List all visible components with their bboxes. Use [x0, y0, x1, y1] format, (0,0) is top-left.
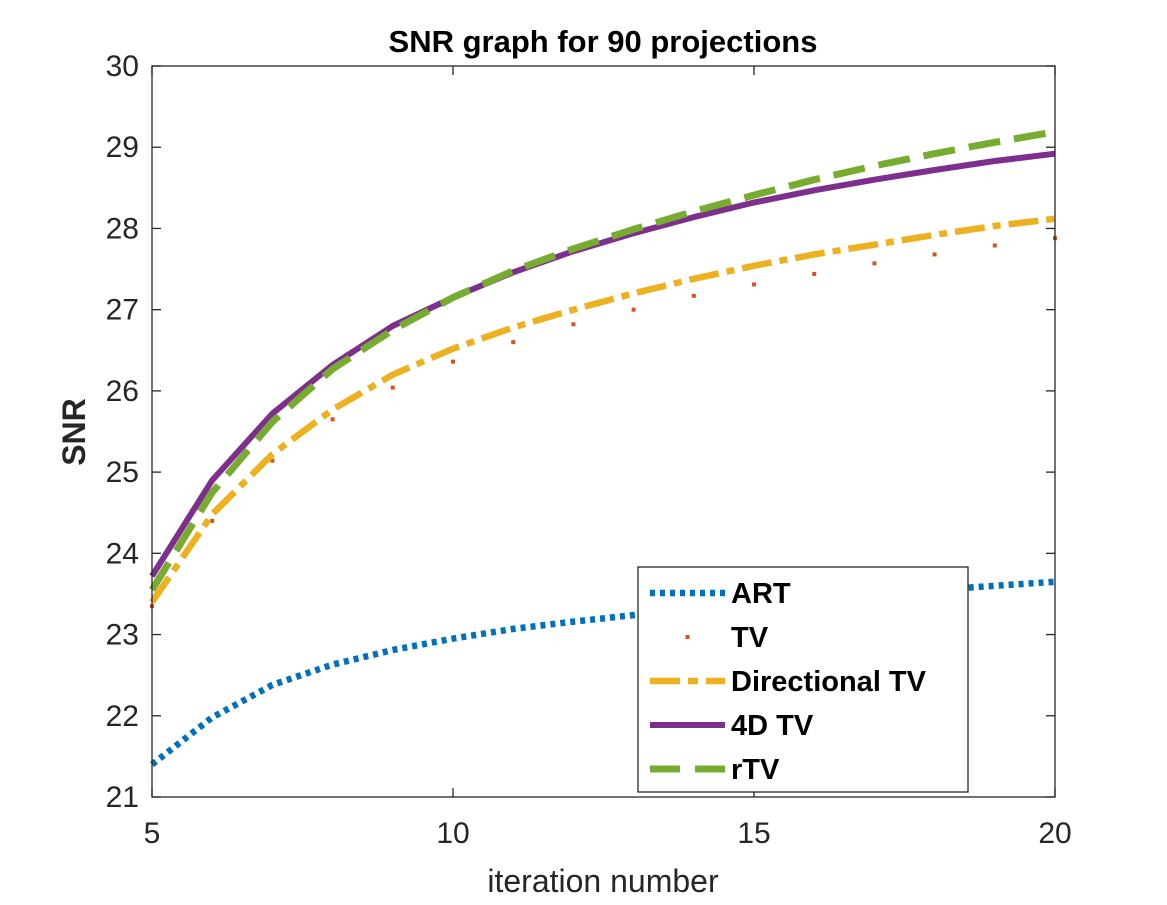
- series-point-tv: [571, 322, 576, 327]
- series-point-tv: [330, 417, 335, 422]
- series-line-directional-tv: [149, 215, 1056, 604]
- x-tick-label: 20: [1038, 817, 1071, 850]
- legend-label-tv: TV: [731, 622, 769, 654]
- y-tick-label: 27: [106, 294, 139, 327]
- axis-ticks: 5 10 15 20 21 22 23 24 25 26 27 28 29 30: [106, 50, 1072, 850]
- series-point-tv: [691, 293, 696, 298]
- series-point-tv: [812, 271, 817, 276]
- y-tick-label: 28: [106, 212, 139, 245]
- series-line-rtv: [149, 128, 1056, 592]
- series-point-tv: [451, 359, 455, 364]
- legend-label-4d-tv: 4D TV: [731, 710, 814, 742]
- chart-title: SNR graph for 90 projections: [389, 24, 818, 59]
- legend-label-art: ART: [731, 578, 791, 610]
- series-line-art: [149, 578, 1056, 768]
- series-point-tv: [992, 243, 997, 248]
- series-point-tv: [752, 282, 756, 287]
- legend-label-rtv: rTV: [731, 754, 780, 786]
- y-tick-label: 29: [106, 131, 139, 164]
- series-point-tv: [511, 340, 516, 345]
- series-line-4d-tv: [149, 150, 1056, 578]
- x-axis-label: iteration number: [487, 863, 719, 899]
- y-tick-label: 23: [106, 619, 139, 652]
- legend-swatch-tv: [685, 635, 690, 639]
- y-axis-label: SNR: [56, 398, 92, 466]
- x-tick-label: 5: [144, 817, 161, 850]
- y-tick-label: 25: [106, 456, 139, 489]
- y-tick-label: 22: [106, 700, 139, 733]
- series-point-tv: [210, 518, 215, 523]
- y-tick-label: 21: [106, 781, 139, 814]
- plot-box: [151, 65, 1056, 798]
- x-tick-label: 15: [737, 817, 770, 850]
- series-point-tv: [631, 307, 636, 312]
- series-point-tv: [872, 261, 877, 266]
- series-point-tv: [270, 458, 275, 463]
- legend: ART TV Directional TV 4D TV rTV: [637, 566, 969, 793]
- legend-label-directional-tv: Directional TV: [731, 666, 927, 698]
- y-tick-label: 30: [106, 50, 139, 83]
- y-tick-label: 26: [106, 375, 139, 408]
- x-tick-label: 10: [436, 817, 469, 850]
- series-point-tv: [932, 252, 937, 257]
- series-point-tv: [390, 385, 395, 390]
- y-tick-label: 24: [106, 537, 139, 570]
- series-lines: [149, 128, 1057, 768]
